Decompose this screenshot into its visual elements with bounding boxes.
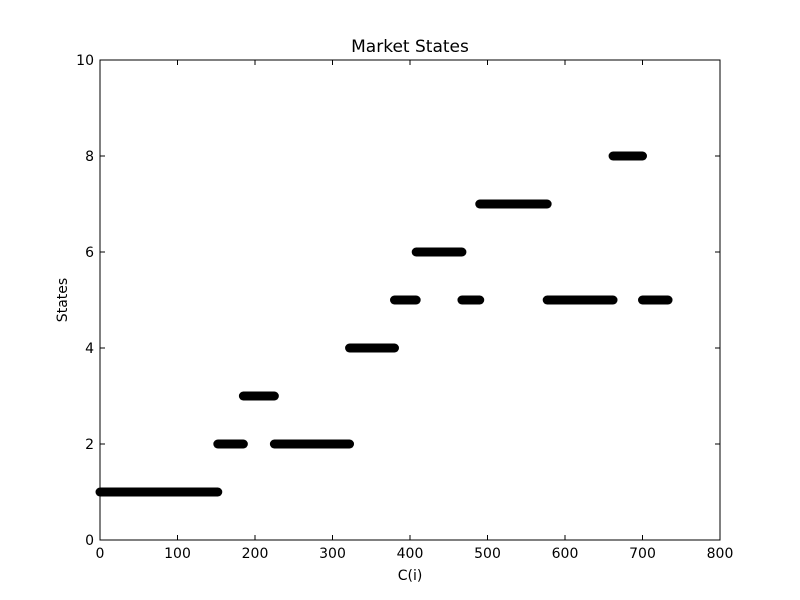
y-tick-label: 8 bbox=[85, 149, 94, 165]
x-tick-label: 100 bbox=[164, 546, 191, 562]
chart-title: Market States bbox=[351, 37, 469, 57]
x-tick-label: 400 bbox=[397, 546, 424, 562]
x-tick-label: 600 bbox=[552, 546, 579, 562]
y-axis-label: States bbox=[55, 278, 71, 322]
x-tick-label: 700 bbox=[629, 546, 656, 562]
x-tick-label: 500 bbox=[474, 546, 501, 562]
x-tick-label: 200 bbox=[242, 546, 269, 562]
y-tick-label: 6 bbox=[85, 245, 94, 261]
x-tick-label: 800 bbox=[707, 546, 734, 562]
x-axis-label: C(i) bbox=[398, 568, 423, 584]
data-marks bbox=[95, 151, 673, 497]
x-tick-label: 300 bbox=[319, 546, 346, 562]
y-tick-label: 4 bbox=[85, 341, 94, 357]
ticks: 0 100 200 300 400 500 600 700 800 0 2 4 6 8 10 bbox=[76, 53, 733, 562]
x-tick-label: 0 bbox=[96, 546, 105, 562]
y-tick-label: 10 bbox=[76, 53, 94, 69]
y-tick-label: 2 bbox=[85, 437, 94, 453]
y-tick-label: 0 bbox=[85, 533, 94, 549]
